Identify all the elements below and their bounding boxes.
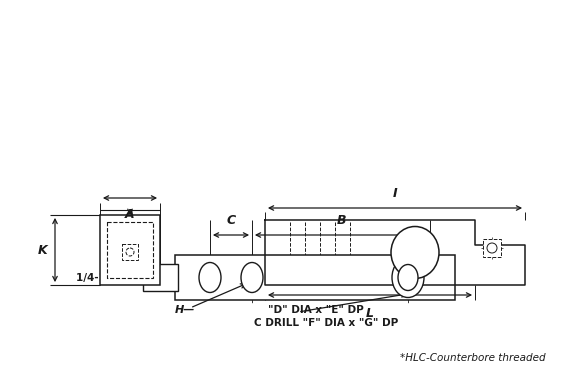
- Ellipse shape: [398, 264, 418, 291]
- Bar: [483, 239, 501, 257]
- Text: I: I: [392, 187, 397, 200]
- Text: K: K: [38, 244, 47, 257]
- Bar: [175, 255, 455, 300]
- Bar: [100, 215, 160, 285]
- Bar: [107, 222, 153, 278]
- Text: C: C: [227, 214, 236, 227]
- Ellipse shape: [392, 257, 424, 298]
- Ellipse shape: [241, 263, 263, 292]
- Bar: [143, 264, 178, 291]
- Text: H—: H—: [175, 305, 195, 315]
- Text: A: A: [125, 208, 135, 221]
- Ellipse shape: [199, 263, 221, 292]
- Text: "D" DIA x "E" DP: "D" DIA x "E" DP: [268, 305, 364, 315]
- Circle shape: [126, 248, 134, 256]
- Text: B: B: [336, 214, 346, 227]
- Text: *HLC-Counterbore threaded: *HLC-Counterbore threaded: [400, 353, 546, 363]
- Text: L: L: [366, 307, 374, 320]
- Ellipse shape: [391, 226, 439, 279]
- Circle shape: [487, 243, 497, 253]
- Text: 1/4-18 NPT: 1/4-18 NPT: [76, 273, 140, 282]
- Bar: [122, 244, 138, 260]
- Text: C DRILL "F" DIA x "G" DP: C DRILL "F" DIA x "G" DP: [254, 318, 398, 328]
